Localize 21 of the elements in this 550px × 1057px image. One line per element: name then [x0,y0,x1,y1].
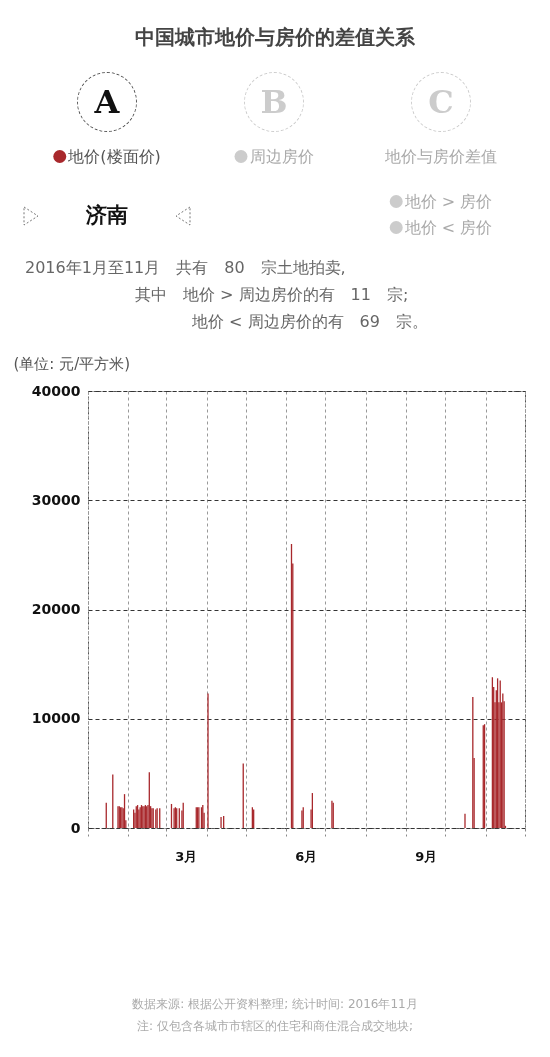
y-tick-label: 30000 [31,491,81,508]
text: 地价与房价差值 [385,147,497,168]
source-note: 数据来源: 根据公开资料整理; 统计时间: 2016年11月 [132,996,418,1013]
text: 地价 > 房价 [403,192,493,213]
text: 周边房价 [248,147,314,168]
text: 其中 地价 > 周边房价的有 11 宗; [135,285,409,306]
text: 注: 仅包含各城市市辖区的住宅和商住混合成交地块; [137,1018,413,1035]
legend-label: 地价(楼面价) [67,147,161,168]
chart-subtitle: 济南 [86,202,128,229]
x-tick-label: 6月 [295,848,318,864]
y-tick-label: 0 [70,819,81,836]
text: 地价 < 房价 [403,218,493,239]
x-tick-label: 3月 [175,848,198,864]
y-tick-label: 20000 [31,601,81,617]
x-tick-label: 9月 [415,848,438,864]
y-tick-label: 10000 [31,710,81,727]
chart-title: 中国城市地价与房价的差值关系 [135,24,415,51]
y-axis-title: (单位: 元/平方米) [13,354,131,373]
text: 地价 < 周边房价的有 69 宗。 [192,312,428,333]
text: 2016年1月至11月 共有 80 宗土地拍卖, [25,258,346,279]
y-tick-label: 40000 [31,382,81,399]
